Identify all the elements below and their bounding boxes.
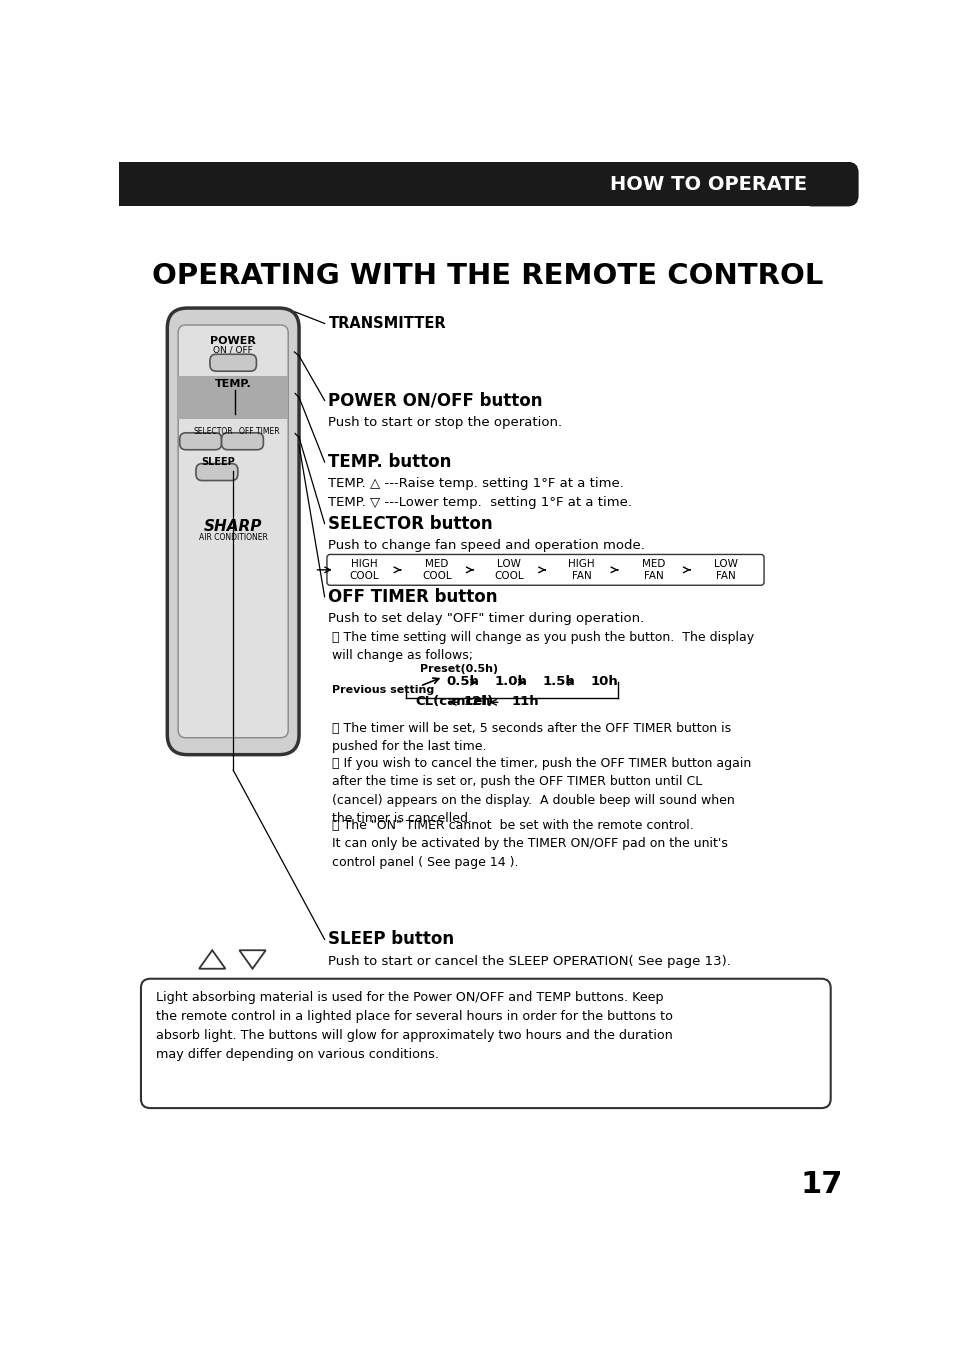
Text: Preset(0.5h): Preset(0.5h) <box>419 663 497 674</box>
Text: 1.0h: 1.0h <box>494 675 527 689</box>
Text: 10h: 10h <box>590 675 618 689</box>
Text: Push to change fan speed and operation mode.: Push to change fan speed and operation m… <box>328 539 644 553</box>
FancyBboxPatch shape <box>210 355 256 371</box>
FancyBboxPatch shape <box>801 162 858 206</box>
Text: 0.5h: 0.5h <box>446 675 478 689</box>
Text: Push to set delay "OFF" timer during operation.: Push to set delay "OFF" timer during ope… <box>328 612 644 625</box>
Text: AIR CONDITIONER: AIR CONDITIONER <box>198 532 268 542</box>
Text: HOW TO OPERATE: HOW TO OPERATE <box>609 175 806 194</box>
Text: OFF TIMER: OFF TIMER <box>239 426 279 435</box>
FancyBboxPatch shape <box>167 309 298 755</box>
Text: MED
COOL: MED COOL <box>422 559 452 581</box>
Text: SLEEP button: SLEEP button <box>328 930 455 949</box>
Text: ・ The timer will be set, 5 seconds after the OFF TIMER button is
pushed for the : ・ The timer will be set, 5 seconds after… <box>332 721 730 754</box>
Text: 11h: 11h <box>511 696 538 708</box>
Text: SHARP: SHARP <box>204 519 262 534</box>
Text: SELECTOR: SELECTOR <box>193 426 233 435</box>
Text: 1.5h: 1.5h <box>542 675 575 689</box>
Text: 12h: 12h <box>463 696 491 708</box>
FancyBboxPatch shape <box>221 433 263 450</box>
Text: Push to start or cancel the SLEEP OPERATION( See page 13).: Push to start or cancel the SLEEP OPERAT… <box>328 954 731 968</box>
Text: TRANSMITTER: TRANSMITTER <box>328 315 446 332</box>
Polygon shape <box>199 950 225 969</box>
Text: SELECTOR button: SELECTOR button <box>328 515 493 532</box>
Polygon shape <box>239 950 266 969</box>
Text: ・ The "ON" TIMER cannot  be set with the remote control.
It can only be activate: ・ The "ON" TIMER cannot be set with the … <box>332 818 727 868</box>
Text: SLEEP: SLEEP <box>200 457 234 468</box>
Bar <box>119 162 831 206</box>
Bar <box>178 376 288 419</box>
Text: HIGH
COOL: HIGH COOL <box>350 559 379 581</box>
Text: Previous setting: Previous setting <box>332 685 434 694</box>
Text: CL(cancel): CL(cancel) <box>415 696 493 708</box>
FancyBboxPatch shape <box>327 554 763 585</box>
Text: ・ If you wish to cancel the timer, push the OFF TIMER button again
after the tim: ・ If you wish to cancel the timer, push … <box>332 758 750 825</box>
Text: POWER ON/OFF button: POWER ON/OFF button <box>328 391 542 410</box>
FancyBboxPatch shape <box>195 464 237 480</box>
Text: LOW
COOL: LOW COOL <box>494 559 523 581</box>
Text: POWER: POWER <box>210 336 255 346</box>
Text: OPERATING WITH THE REMOTE CONTROL: OPERATING WITH THE REMOTE CONTROL <box>152 262 822 290</box>
Text: TEMP. △ ---Raise temp. setting 1°F at a time.
TEMP. ▽ ---Lower temp.  setting 1°: TEMP. △ ---Raise temp. setting 1°F at a … <box>328 477 632 510</box>
Text: OFF TIMER button: OFF TIMER button <box>328 588 497 605</box>
Text: MED
FAN: MED FAN <box>641 559 665 581</box>
Text: ON / OFF: ON / OFF <box>213 345 253 355</box>
Text: TEMP.: TEMP. <box>214 379 252 390</box>
Text: Push to start or stop the operation.: Push to start or stop the operation. <box>328 417 562 429</box>
FancyBboxPatch shape <box>179 433 221 450</box>
FancyBboxPatch shape <box>178 325 288 737</box>
FancyBboxPatch shape <box>141 979 830 1108</box>
Text: LOW
FAN: LOW FAN <box>714 559 738 581</box>
Text: ・ The time setting will change as you push the button.  The display
will change : ・ The time setting will change as you pu… <box>332 631 753 662</box>
Text: 17: 17 <box>800 1170 841 1200</box>
Text: HIGH
FAN: HIGH FAN <box>568 559 595 581</box>
Text: TEMP. button: TEMP. button <box>328 453 452 470</box>
Text: Light absorbing material is used for the Power ON/OFF and TEMP buttons. Keep
the: Light absorbing material is used for the… <box>156 991 673 1061</box>
